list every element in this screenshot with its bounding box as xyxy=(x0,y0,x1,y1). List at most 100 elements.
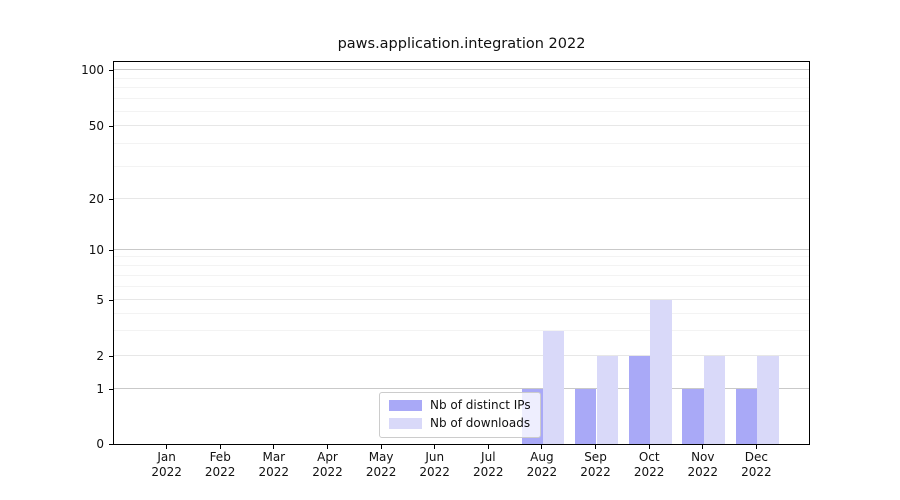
y-tick-mark xyxy=(109,444,113,446)
x-tick-mark xyxy=(755,445,757,449)
legend-swatch-downloads xyxy=(389,418,422,429)
x-tick-year: 2022 xyxy=(365,465,397,479)
chart-title: paws.application.integration 2022 xyxy=(337,36,586,52)
gridline-y-100 xyxy=(114,69,809,71)
gridline-y-90 xyxy=(114,77,809,79)
x-tick-mark xyxy=(326,445,329,449)
x-tick-mark xyxy=(648,445,650,449)
gridline-y-60 xyxy=(114,110,809,112)
x-tick-year: 2022 xyxy=(687,465,719,479)
y-tick-label: 50 xyxy=(88,119,104,134)
plot-area: Nb of distinct IPs Nb of downloads xyxy=(113,61,810,445)
x-tick-year: 2022 xyxy=(633,465,665,479)
gridline-y-1 xyxy=(114,387,809,389)
x-tick-label: Jan 2022 xyxy=(137,450,197,480)
x-tick-mark xyxy=(434,445,436,449)
y-tick-label: 20 xyxy=(88,191,104,206)
x-tick-label: May 2022 xyxy=(351,450,411,480)
y-tick-mark xyxy=(109,388,113,390)
gridline-y-80 xyxy=(114,87,809,89)
y-tick-mark xyxy=(109,126,113,128)
gridline-y-8 xyxy=(114,264,809,266)
x-tick-label: Dec 2022 xyxy=(726,450,786,480)
x-tick-year: 2022 xyxy=(312,465,343,479)
y-tick-label: 2 xyxy=(96,348,104,363)
bar-nb-of-downloads-oct xyxy=(650,300,672,444)
bar-nb-of-distinct-ips-nov xyxy=(682,388,704,444)
x-tick-label: Nov 2022 xyxy=(673,450,733,480)
legend-label-downloads: Nb of downloads xyxy=(430,416,531,430)
y-tick-mark xyxy=(109,249,113,251)
legend: Nb of distinct IPs Nb of downloads xyxy=(379,392,541,438)
x-tick-year: 2022 xyxy=(741,465,772,479)
x-tick-label: Jun 2022 xyxy=(405,450,465,480)
x-tick-month: Mar xyxy=(262,450,286,464)
x-tick-mark xyxy=(273,445,275,449)
gridline-y-2 xyxy=(114,354,809,356)
legend-entry-distinct-ips: Nb of distinct IPs xyxy=(389,398,531,413)
gridline-y-40 xyxy=(114,142,809,144)
bar-nb-of-distinct-ips-sep xyxy=(575,388,597,444)
x-tick-mark xyxy=(380,445,382,449)
x-tick-year: 2022 xyxy=(526,465,558,479)
x-tick-month: Jul xyxy=(481,450,496,464)
x-tick-mark xyxy=(166,445,168,449)
legend-entry-downloads: Nb of downloads xyxy=(389,416,531,431)
x-tick-year: 2022 xyxy=(419,465,450,479)
y-tick-label: 1 xyxy=(96,381,104,396)
gridline-y-30 xyxy=(114,165,809,167)
x-tick-month: Jan xyxy=(157,450,176,464)
x-tick-month: Sep xyxy=(584,450,607,464)
bar-nb-of-downloads-dec xyxy=(757,355,779,444)
gridline-y-9 xyxy=(114,256,809,258)
x-tick-month: Oct xyxy=(638,450,660,464)
x-tick-label: Mar 2022 xyxy=(244,450,304,480)
legend-label-distinct-ips: Nb of distinct IPs xyxy=(430,398,531,412)
x-tick-label: Apr 2022 xyxy=(298,450,358,480)
x-tick-year: 2022 xyxy=(204,465,236,479)
x-tick-year: 2022 xyxy=(473,465,504,479)
x-tick-mark xyxy=(487,445,489,449)
x-tick-label: Aug 2022 xyxy=(512,450,572,480)
x-tick-label: Oct 2022 xyxy=(619,450,679,480)
x-tick-year: 2022 xyxy=(151,465,182,479)
gridline-y-70 xyxy=(114,98,809,99)
x-tick-mark xyxy=(541,445,543,449)
x-tick-label: Sep 2022 xyxy=(566,450,626,480)
x-tick-month: Feb xyxy=(209,450,231,464)
bar-nb-of-downloads-aug xyxy=(542,331,565,444)
x-tick-month: Jun xyxy=(425,450,445,464)
gridline-y-7 xyxy=(114,274,809,276)
y-tick-mark xyxy=(109,300,113,302)
gridline-y-5 xyxy=(114,299,809,301)
x-tick-label: Jul 2022 xyxy=(458,450,518,480)
x-tick-month: Nov xyxy=(691,450,715,464)
y-tick-mark xyxy=(109,70,113,72)
gridline-y-50 xyxy=(114,125,809,127)
x-tick-mark xyxy=(219,445,221,449)
gridline-y-3 xyxy=(114,330,809,331)
bar-nb-of-distinct-ips-oct xyxy=(628,355,651,444)
x-tick-mark xyxy=(594,445,597,449)
bar-nb-of-downloads-sep xyxy=(596,355,618,444)
y-tick-mark xyxy=(109,355,113,357)
x-tick-month: Dec xyxy=(744,450,768,464)
y-tick-label: 0 xyxy=(96,437,104,451)
bar-nb-of-distinct-ips-dec xyxy=(735,388,758,444)
y-tick-label: 100 xyxy=(81,63,104,78)
x-tick-mark xyxy=(702,445,704,449)
bar-nb-of-downloads-nov xyxy=(703,355,726,444)
y-tick-label: 5 xyxy=(96,293,104,308)
y-tick-mark xyxy=(109,198,113,200)
x-tick-month: May xyxy=(368,450,394,464)
x-tick-month: Apr xyxy=(317,450,338,464)
legend-swatch-distinct-ips xyxy=(389,400,422,411)
gridline-y-20 xyxy=(114,197,809,199)
gridline-y-4 xyxy=(114,312,809,314)
x-tick-year: 2022 xyxy=(258,465,290,479)
gridline-y-10 xyxy=(114,248,809,250)
y-tick-label: 10 xyxy=(88,242,104,257)
x-tick-month: Aug xyxy=(530,450,554,464)
x-tick-year: 2022 xyxy=(580,465,611,479)
